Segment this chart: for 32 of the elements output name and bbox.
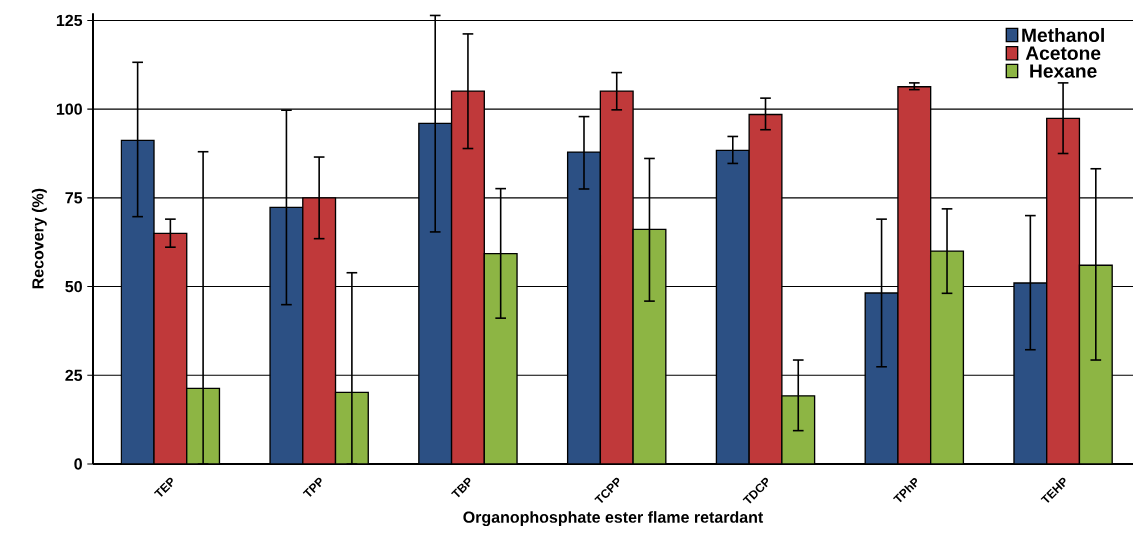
x-tick-label: TEP <box>153 477 173 497</box>
y-tick-label: 0 <box>74 458 82 470</box>
x-tick-label: TBP <box>451 477 471 498</box>
bar <box>269 206 304 464</box>
bar <box>897 86 932 464</box>
bar <box>1078 264 1113 464</box>
legend-label: Methanol <box>1022 27 1104 43</box>
bar <box>748 113 783 464</box>
y-tick-label: 25 <box>65 369 83 381</box>
bar <box>120 139 155 464</box>
x-tick-label: TPP <box>302 477 322 497</box>
y-axis-title: Recovery (%) <box>31 188 47 289</box>
legend-label: Hexane <box>1030 64 1097 78</box>
bar <box>1046 117 1081 464</box>
x-axis-title: Organophosphate ester flame retardant <box>463 511 764 527</box>
bar <box>153 232 188 464</box>
legend-label: Acetone <box>1025 46 1101 60</box>
bar <box>599 90 634 464</box>
y-tick-label: 50 <box>65 280 82 293</box>
bar <box>1013 282 1048 464</box>
bar <box>864 292 899 464</box>
bar <box>450 90 485 464</box>
y-tick-label: 75 <box>65 192 83 204</box>
bar <box>566 151 602 464</box>
bar <box>632 228 667 464</box>
bar <box>930 250 965 464</box>
y-tick-label: 100 <box>56 103 82 115</box>
y-tick-label: 125 <box>56 14 83 27</box>
bar <box>483 252 518 464</box>
bar <box>302 197 337 464</box>
bar <box>715 149 750 464</box>
bar <box>418 122 453 464</box>
